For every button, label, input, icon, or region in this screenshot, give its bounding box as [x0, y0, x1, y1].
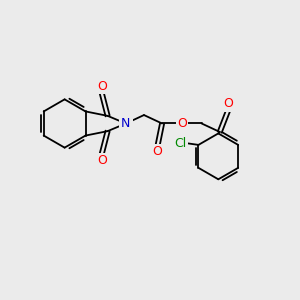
- Text: O: O: [153, 145, 163, 158]
- Text: O: O: [177, 117, 187, 130]
- Text: O: O: [97, 154, 107, 167]
- Text: O: O: [97, 80, 107, 93]
- Text: Cl: Cl: [175, 137, 187, 150]
- Text: N: N: [121, 117, 130, 130]
- Text: O: O: [223, 97, 233, 110]
